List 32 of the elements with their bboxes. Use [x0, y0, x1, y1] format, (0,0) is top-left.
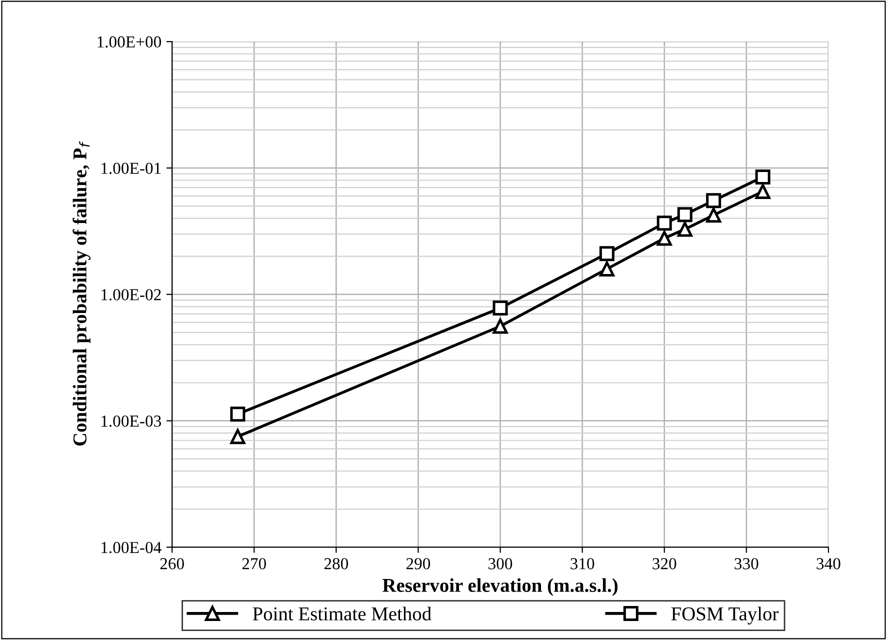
point [677, 207, 692, 222]
x-tick-label: 310 [570, 558, 594, 570]
y-tick-label: 1.00E-01 [102, 162, 161, 174]
point [599, 261, 614, 276]
y-axis-title: Conditional probability of failure, P$_{f}$ [72, 141, 90, 446]
x-tick-label: 270 [242, 558, 266, 570]
point [492, 318, 508, 334]
x-tick-label: 290 [406, 558, 430, 570]
legend-label: Point Estimate Method [252, 606, 432, 620]
y-tick-label: 1.00E-03 [102, 416, 162, 427]
point [656, 230, 672, 246]
x-tick-label: 330 [734, 558, 758, 570]
legend-label: FOSM Taylor [671, 606, 779, 624]
point [706, 208, 722, 223]
point [677, 222, 692, 237]
point [656, 216, 672, 231]
point [706, 193, 722, 208]
x-tick-label: 320 [652, 558, 676, 570]
x-tick-label: 300 [488, 558, 512, 570]
point [599, 246, 614, 262]
x-tick-label: 280 [324, 558, 348, 570]
point [230, 406, 246, 422]
x-tick-label: 340 [816, 558, 840, 570]
y-tick-label: 1.00E-02 [102, 289, 161, 300]
y-tick-label: 1.00E+00 [98, 36, 162, 48]
x-axis-title: Reservoir elevation (m.a.s.l.) [382, 578, 618, 596]
y-tick-label: 1.00E-04 [102, 542, 162, 554]
point [755, 170, 770, 185]
point [230, 429, 246, 444]
point [492, 300, 508, 316]
point [755, 184, 770, 199]
x-tick-label: 260 [160, 558, 184, 570]
